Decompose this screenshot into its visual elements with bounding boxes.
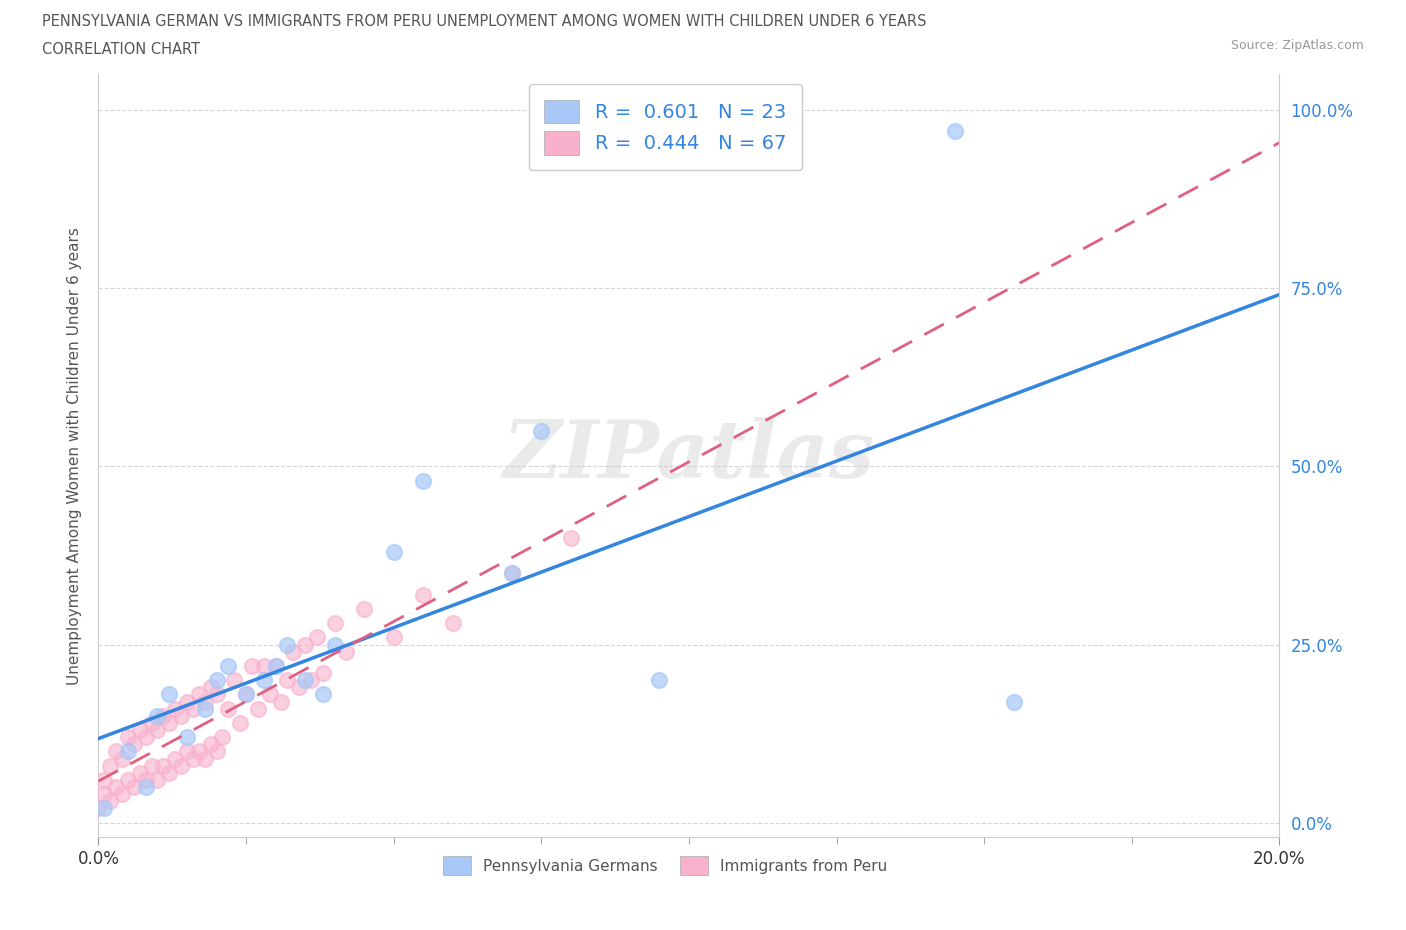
Point [165,751,187,766]
Point [117,773,139,788]
Point [259,687,281,702]
Point [128,765,150,780]
Point [111,787,134,802]
Point [93,773,115,788]
Point [157,715,180,730]
Point [111,751,134,766]
Point [382,630,405,644]
Point [176,694,198,709]
Point [157,687,180,702]
Point [229,715,252,730]
Point [205,744,228,759]
Point [135,730,157,745]
Point [122,737,145,751]
Point [253,658,276,673]
Point [276,637,298,652]
Point [146,709,169,724]
Point [312,666,335,681]
Text: CORRELATION CHART: CORRELATION CHART [42,42,200,57]
Point [530,423,553,438]
Point [335,644,357,659]
Legend: Pennsylvania Germans, Immigrants from Peru: Pennsylvania Germans, Immigrants from Pe… [436,849,896,883]
Point [141,758,163,773]
Point [135,779,157,794]
Point [141,715,163,730]
Point [560,530,582,545]
Point [648,672,671,687]
Point [181,751,204,766]
Point [128,723,150,737]
Point [288,680,311,695]
Point [194,751,217,766]
Point [135,773,157,788]
Point [312,687,335,702]
Point [353,602,375,617]
Point [170,758,193,773]
Point [187,744,209,759]
Point [441,616,464,631]
Point [264,658,287,673]
Point [205,672,228,687]
Point [1002,694,1025,709]
Point [270,694,292,709]
Point [146,773,169,788]
Point [146,723,169,737]
Point [501,565,523,580]
Point [943,124,966,139]
Point [105,779,128,794]
Point [283,644,305,659]
Point [176,730,198,745]
Point [412,473,434,488]
Point [501,565,523,580]
Point [93,787,115,802]
Point [98,758,121,773]
Point [152,709,174,724]
Point [170,709,193,724]
Point [276,672,298,687]
Point [323,637,346,652]
Point [240,658,263,673]
Point [217,701,239,716]
Point [323,616,346,631]
Point [117,744,139,759]
Point [305,630,328,644]
Point [211,730,233,745]
Text: PENNSYLVANIA GERMAN VS IMMIGRANTS FROM PERU UNEMPLOYMENT AMONG WOMEN WITH CHILDR: PENNSYLVANIA GERMAN VS IMMIGRANTS FROM P… [42,14,927,29]
Point [157,765,180,780]
Y-axis label: Unemployment Among Women with Children Under 6 years: Unemployment Among Women with Children U… [67,227,83,684]
Point [176,744,198,759]
Point [382,544,405,559]
Point [294,672,316,687]
Text: Source: ZipAtlas.com: Source: ZipAtlas.com [1230,39,1364,52]
Point [412,587,434,602]
Point [217,658,239,673]
Point [194,694,217,709]
Point [105,744,128,759]
Point [122,779,145,794]
Point [117,730,139,745]
Point [98,794,121,809]
Point [181,701,204,716]
Point [235,687,257,702]
Point [264,658,287,673]
Point [235,687,257,702]
Point [165,701,187,716]
Point [87,801,110,816]
Point [187,687,209,702]
Point [246,701,269,716]
Point [299,672,322,687]
Text: ZIPatlas: ZIPatlas [503,417,875,495]
Point [152,758,174,773]
Point [253,672,276,687]
Point [205,687,228,702]
Point [200,680,222,695]
Point [224,672,246,687]
Point [200,737,222,751]
Point [194,701,217,716]
Point [294,637,316,652]
Point [93,801,115,816]
